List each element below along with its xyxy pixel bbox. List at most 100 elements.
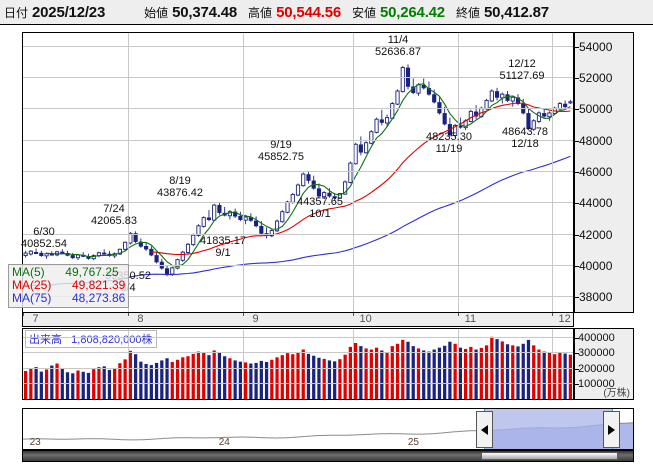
range-navigator[interactable]: 23 24 25 xyxy=(22,408,634,450)
price-annotation: 9/19 45852.75 xyxy=(258,139,304,163)
date-value: 2025/12/23 xyxy=(32,3,106,21)
open-value: 50,374.48 xyxy=(172,3,238,21)
month-label: 10 xyxy=(359,313,372,325)
month-label: 8 xyxy=(137,313,144,325)
annotation-price: 45852.75 xyxy=(258,151,304,163)
high-value: 50,544.56 xyxy=(276,3,341,21)
price-tick xyxy=(575,171,579,173)
annotation-date: 6/30 xyxy=(33,226,55,238)
price-annotation: 6/30 40852.54 xyxy=(21,226,67,250)
price-tick-label: 38000 xyxy=(579,290,613,305)
volume-tick xyxy=(575,337,579,339)
price-gridline xyxy=(23,264,573,266)
month-tick xyxy=(457,313,459,316)
month-gridline xyxy=(243,33,244,312)
high-label: 高値 xyxy=(248,5,273,20)
navigator-left-handle[interactable] xyxy=(475,411,493,448)
price-gridline xyxy=(23,233,573,235)
moving-average-legend: MA(5) 49,767.25 MA(25) 49,821.39 MA(75) 48,27… xyxy=(8,264,130,308)
price-annotation: 12/12 51127.69 xyxy=(499,58,544,82)
ma-legend-row: MA(5) 49,767.25 xyxy=(12,266,125,279)
annotation-price: 41835.17 xyxy=(200,235,246,247)
price-gridline xyxy=(23,202,573,204)
month-label: 11 xyxy=(464,313,477,325)
annotation-date: 10/1 xyxy=(309,208,331,220)
ma-legend-row: MA(25) 49,821.39 xyxy=(12,279,125,292)
price-gridline xyxy=(23,296,573,298)
price-tick xyxy=(575,265,579,267)
quote-header-bar: 日付 2025/12/23 始値 50,374.48 高値 50,544.56 … xyxy=(0,0,653,25)
annotation-date: 12/12 xyxy=(508,58,536,70)
volume-tick xyxy=(575,353,579,355)
price-gridline xyxy=(23,76,573,78)
ma-legend-value: 49,767.25 xyxy=(65,265,119,279)
annotation-date: 7/24 xyxy=(103,203,125,215)
volume-month-gridline xyxy=(127,329,129,399)
annotation-date: 8/19 xyxy=(169,175,191,187)
month-gridline xyxy=(552,33,554,312)
annotation-price: 51127.69 xyxy=(499,70,545,82)
volume-gridline xyxy=(23,367,573,369)
month-tick xyxy=(243,313,244,316)
close-value: 50,412.87 xyxy=(483,3,549,21)
date-label: 日付 xyxy=(4,5,29,20)
annotation-price: 52636.87 xyxy=(375,46,421,58)
price-tick-label: 54000 xyxy=(579,39,613,54)
horizontal-scrollbar[interactable] xyxy=(22,450,634,462)
price-annotation: 48643.78 12/18 xyxy=(502,126,548,150)
month-tick xyxy=(353,313,354,316)
volume-chart-panel[interactable]: 出来高 1,808,820,000株 xyxy=(22,328,574,400)
month-label: 7 xyxy=(32,313,39,325)
ma-legend-name: MA(25) xyxy=(12,278,52,292)
volume-gridline xyxy=(23,336,573,338)
price-tick xyxy=(575,203,579,205)
month-gridline xyxy=(457,33,459,312)
volume-unit-label: (万株) xyxy=(603,388,630,399)
ma-legend-value: 48,273.86 xyxy=(71,291,126,305)
annotation-date: 12/18 xyxy=(511,138,539,150)
open-label: 始値 xyxy=(144,5,169,20)
navigator-selection[interactable] xyxy=(483,409,612,449)
low-value: 50,264.42 xyxy=(380,3,445,21)
price-annotation: 11/4 52636.87 xyxy=(375,34,421,58)
navigator-year-label: 24 xyxy=(218,437,230,448)
volume-month-gridline xyxy=(552,329,554,399)
month-tick xyxy=(23,313,24,316)
price-gridline xyxy=(23,139,573,141)
month-label: 9 xyxy=(252,313,259,325)
price-annotation: 48235.30 11/19 xyxy=(426,131,472,155)
annotation-price: 48643.78 xyxy=(502,126,548,138)
scrollbar-thumb[interactable] xyxy=(480,452,618,460)
price-tick xyxy=(575,46,579,48)
price-annotation: 7/24 42065.83 xyxy=(91,203,137,227)
price-tick xyxy=(575,297,579,299)
price-tick xyxy=(575,109,579,111)
volume-tick xyxy=(575,368,579,370)
volume-tick-label: 100000 xyxy=(578,378,615,391)
month-x-axis: 7 8 9 10 11 12 xyxy=(22,313,574,327)
arrow-right-icon xyxy=(607,424,615,435)
volume-month-gridline xyxy=(243,329,244,399)
price-tick xyxy=(575,77,579,79)
volume-month-gridline xyxy=(353,329,354,399)
price-tick-label: 44000 xyxy=(579,196,613,211)
price-tick-label: 52000 xyxy=(579,70,613,85)
navigator-right-handle[interactable] xyxy=(602,411,620,448)
annotation-date: 11/19 xyxy=(435,143,463,155)
volume-y-axis: 400000 300000 200000 100000 (万株) xyxy=(574,328,634,400)
month-label: 12 xyxy=(558,313,571,325)
annotation-price: 48235.30 xyxy=(426,131,472,143)
ma-legend-row: MA(75) 48,273.86 xyxy=(12,292,125,305)
volume-tick-label: 200000 xyxy=(578,362,615,375)
annotation-date: 9/1 xyxy=(215,247,231,259)
annotation-date: 9/19 xyxy=(270,139,292,151)
navigator-year-label: 25 xyxy=(407,437,419,448)
price-tick-label: 48000 xyxy=(579,133,613,148)
month-gridline xyxy=(353,33,354,312)
volume-tick-label: 300000 xyxy=(578,347,615,360)
ma-legend-value: 49,821.39 xyxy=(71,278,126,292)
price-tick xyxy=(575,140,579,142)
annotation-price: 43876.42 xyxy=(157,187,203,199)
arrow-left-icon xyxy=(480,424,488,435)
annotation-price: 42065.83 xyxy=(91,215,137,227)
